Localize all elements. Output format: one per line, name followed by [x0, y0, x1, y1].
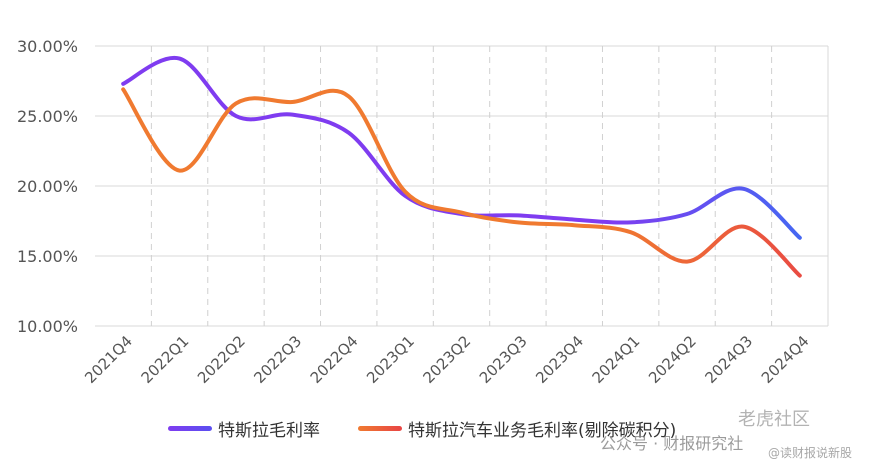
legend-label-gross-margin: 特斯拉毛利率 [218, 421, 320, 441]
legend-item-auto-margin[interactable]: 特斯拉汽车业务毛利率(剔除碳积分) [358, 416, 676, 441]
x-tick-label: 2023Q1 [363, 332, 418, 387]
y-tick-label: 20.00% [17, 177, 78, 196]
x-tick-label: 2022Q1 [138, 332, 193, 387]
line-chart: 30.00%25.00%20.00%15.00%10.00% 2021Q4 202… [17, 37, 829, 387]
y-tick-label: 30.00% [17, 37, 78, 56]
legend-label-auto-margin: 特斯拉汽车业务毛利率(剔除碳积分) [408, 421, 677, 441]
x-tick-label: 2024Q1 [589, 332, 644, 387]
legend: 特斯拉毛利率 特斯拉汽车业务毛利率(剔除碳积分) [0, 416, 876, 441]
grid [95, 45, 829, 327]
legend-swatch-gross-margin [168, 426, 212, 431]
legend-item-gross-margin[interactable]: 特斯拉毛利率 [168, 416, 320, 441]
watermark-account: 公众号 · 财报研究社 [600, 434, 744, 453]
x-tick-label: 2023Q3 [476, 332, 531, 387]
x-tick-label: 2024Q2 [645, 332, 700, 387]
x-tick-label: 2024Q4 [758, 332, 813, 387]
x-axis-ticks: 2021Q4 2022Q1 2022Q2 2022Q3 2022Q4 2023Q1 2023… [81, 332, 812, 387]
x-tick-label: 2024Q3 [701, 332, 756, 387]
x-tick-label: 2022Q4 [307, 332, 362, 387]
series-line-auto-margin [121, 87, 802, 278]
y-tick-label: 25.00% [17, 107, 78, 126]
y-axis-ticks: 30.00% 25.00% 20.00% 15.00% 10.00% [17, 37, 78, 336]
x-tick-label: 2022Q3 [250, 332, 305, 387]
y-tick-label: 15.00% [17, 247, 78, 266]
watermark-handle: @读财报说新股 [768, 446, 853, 460]
x-tick-label: 2021Q4 [81, 332, 136, 387]
x-tick-label: 2023Q4 [532, 332, 587, 387]
x-tick-label: 2023Q2 [420, 332, 475, 387]
x-tick-label: 2022Q2 [194, 332, 249, 387]
watermark-community: 老虎社区 [738, 409, 810, 430]
series-lines [121, 55, 802, 278]
legend-swatch-auto-margin [358, 426, 402, 431]
y-tick-label: 10.00% [17, 317, 78, 336]
